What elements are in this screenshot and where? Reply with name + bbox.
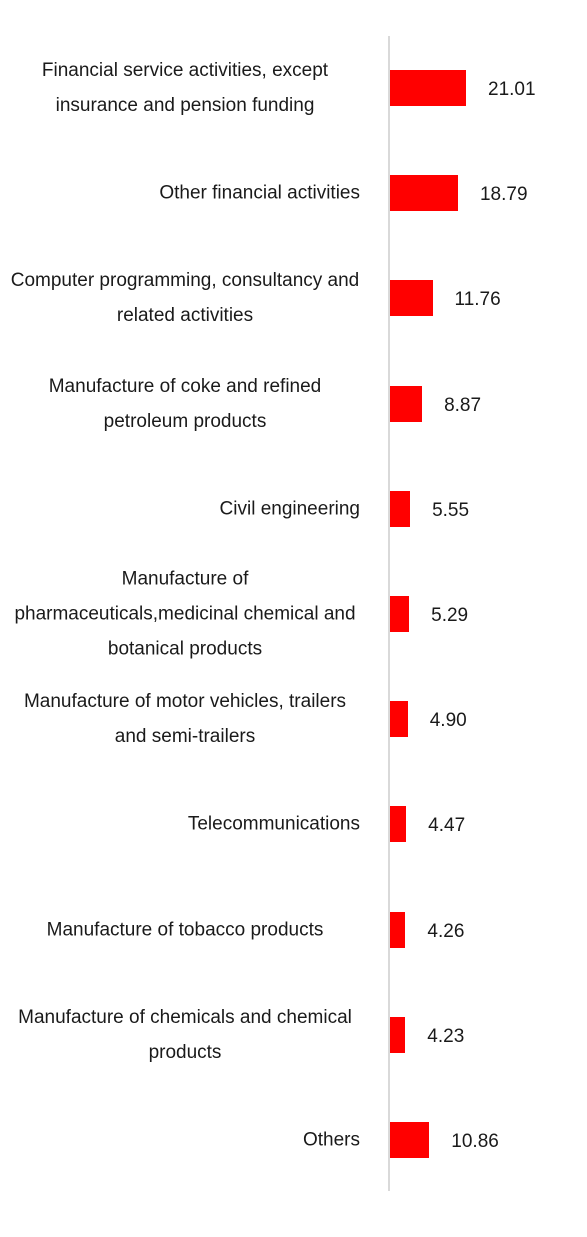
category-label: Telecommunications [187,813,360,835]
category-label: Computer programming, consultancy and re… [10,270,360,327]
bar [390,385,423,422]
bar [390,490,411,527]
data-label: 4.26 [427,920,465,942]
category-label: Financial service activities, except ins… [41,60,329,116]
data-label: 8.87 [444,394,482,416]
data-label: 4.47 [428,815,466,837]
bar [390,175,458,212]
data-label: 18.79 [479,184,528,206]
data-label: 21.01 [488,79,536,100]
category-label: Manufacture of chemicals and chemical pr… [18,1006,352,1063]
bar [390,806,407,843]
bar [390,701,408,738]
data-label: 5.29 [431,605,469,626]
category-label: Manufacture of motor vehicles, trailers … [23,691,347,748]
category-label: Other financial activities [159,182,360,204]
category-label: Manufacture of pharmaceuticals,medicinal… [14,568,356,660]
category-label: Others [302,1129,360,1151]
bar [390,596,410,632]
data-label: 5.55 [432,499,470,521]
bar [390,70,466,106]
category-label: Civil engineering [219,498,360,520]
data-label: 10.86 [451,1131,499,1152]
data-label: 11.76 [454,289,501,311]
category-label: Manufacture of tobacco products [46,919,324,941]
bar [390,1122,430,1158]
data-label: 4.90 [429,710,467,732]
bar [390,911,406,948]
bar [390,1016,406,1053]
bar [390,280,433,317]
category-label: Manufacture of coke and refined petroleu… [48,375,322,432]
category-axis-line [388,36,390,1191]
data-label: 4.23 [427,1025,465,1047]
